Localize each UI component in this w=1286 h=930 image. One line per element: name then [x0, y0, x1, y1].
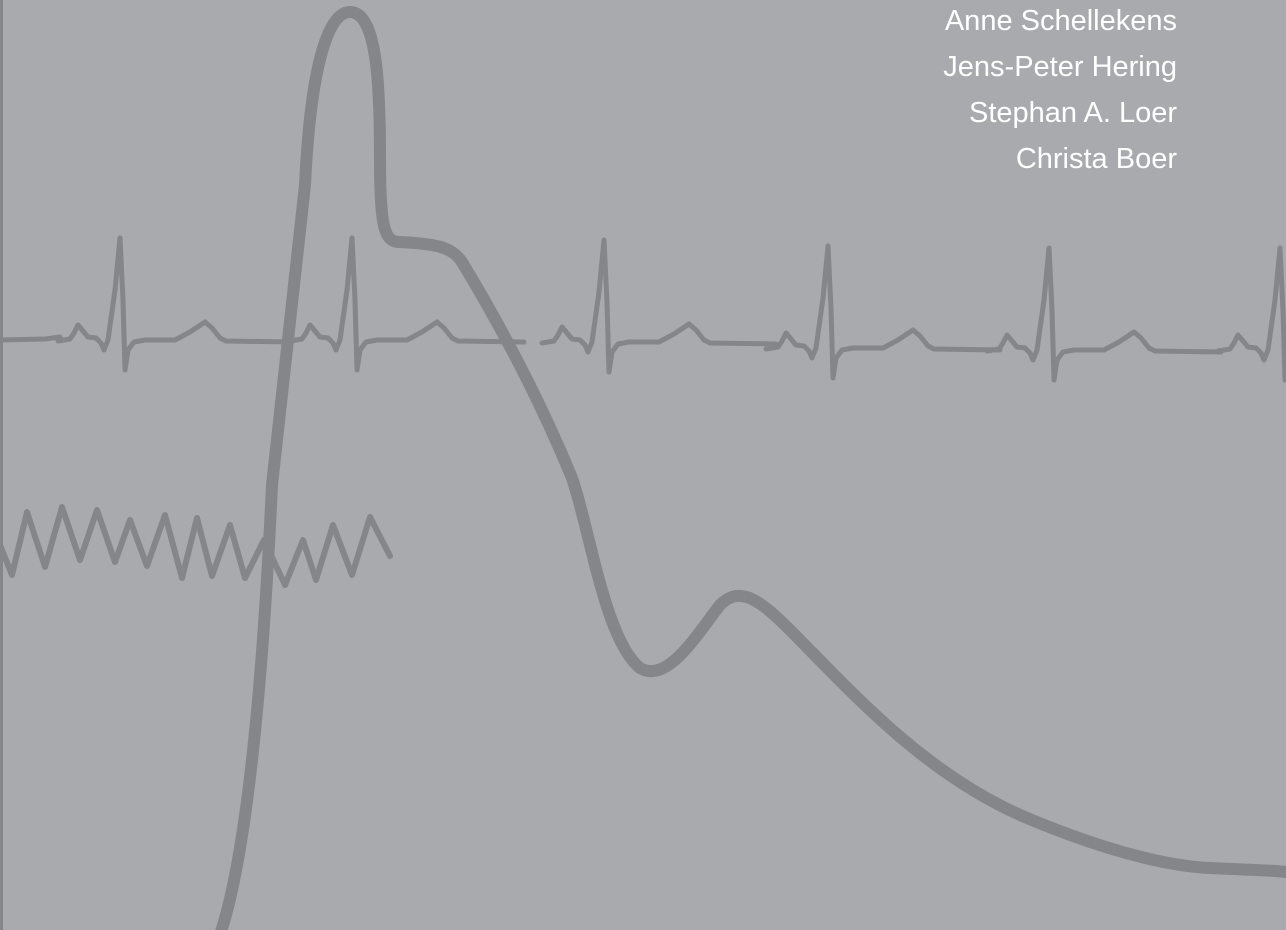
author-name: Anne Schellekens	[945, 5, 1177, 37]
author-name: Jens-Peter Hering	[943, 51, 1177, 83]
ecg-start	[0, 334, 63, 343]
zigzag-trace	[0, 504, 393, 588]
author-name: Christa Boer	[1016, 143, 1178, 175]
pressure-curve	[215, 6, 1286, 930]
author-name: Stephan A. Loer	[969, 97, 1177, 129]
ecg-trace	[0, 238, 1286, 380]
